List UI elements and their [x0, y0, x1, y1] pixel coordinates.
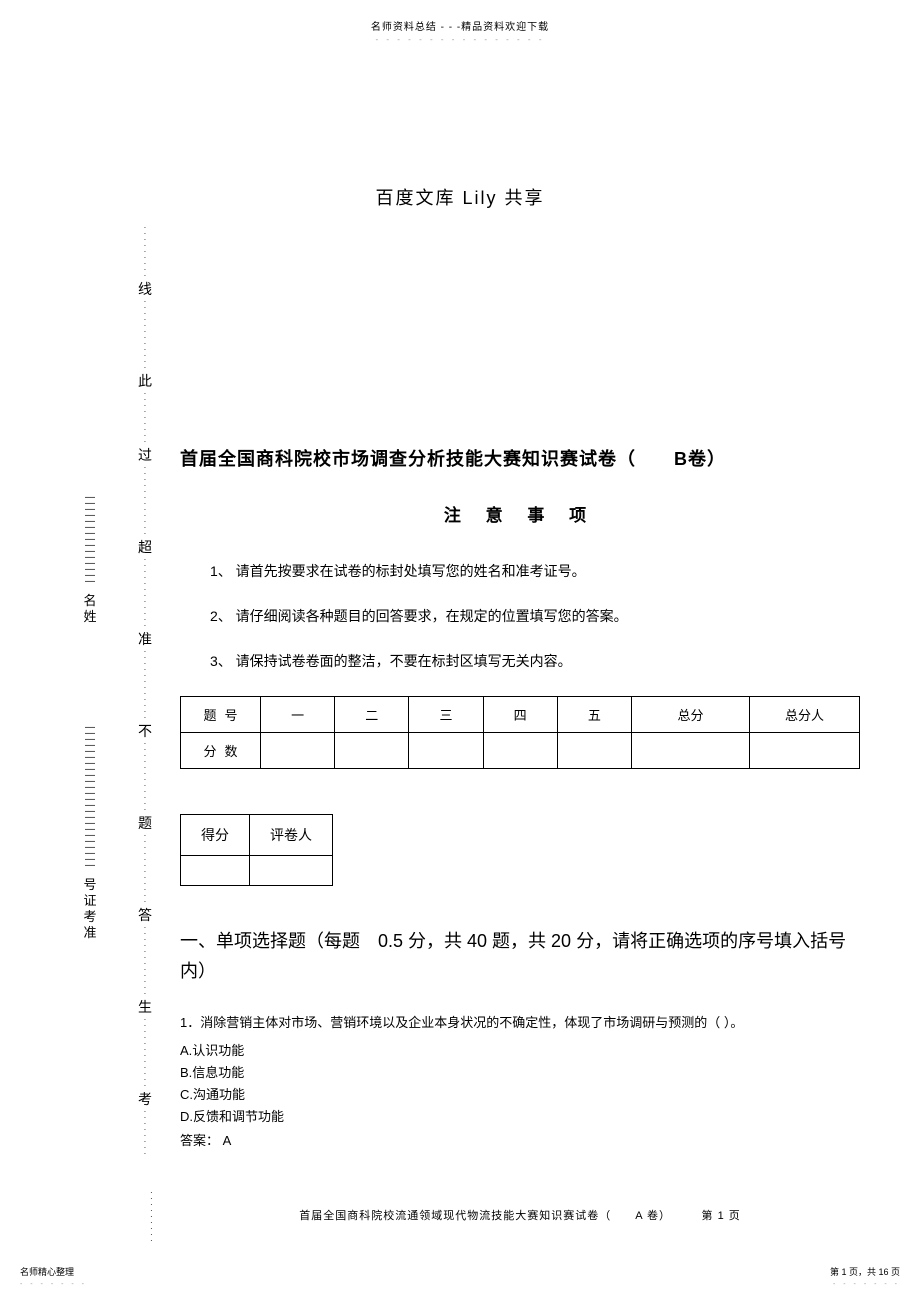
cell	[557, 733, 631, 769]
bottom-left-dots: - - - - - - -	[20, 1281, 87, 1288]
top-header-text: 名师资料总结 - - -精品资料欢迎下载	[0, 0, 920, 33]
cell: 总分人	[750, 697, 860, 733]
cell	[409, 733, 483, 769]
question-1-option-a: A.认识功能	[180, 1040, 860, 1062]
binding-char: 考	[130, 1089, 160, 1109]
binding-dots: ·········	[130, 391, 160, 445]
binding-dots: ············	[130, 741, 160, 813]
cell: 总分	[631, 697, 749, 733]
bottom-right-dots: - - - - - - -	[833, 1281, 900, 1288]
page-footer: 首届全国商科院校流通领域现代物流技能大赛知识赛试卷（ A 卷） 第 1 页	[180, 1207, 860, 1223]
id-label-group: ———————————————————————— 号证考准	[80, 725, 100, 941]
name-label: 名姓	[80, 593, 100, 625]
binding-char: 过	[130, 445, 160, 465]
question-1-answer: 答案： A	[180, 1130, 860, 1152]
grader-header-score: 得分	[181, 815, 250, 856]
cell	[750, 733, 860, 769]
score-table: 题号 一 二 三 四 五 总分 总分人 分数	[180, 696, 860, 769]
cell	[261, 733, 335, 769]
left-labels: ——————————————— 名姓 —————————————————————…	[80, 495, 100, 1041]
binding-dots: ············	[130, 925, 160, 997]
question-1-text: 1．消除营销主体对市场、营销环境以及企业本身状况的不确定性，体现了市场调研与预测…	[180, 1011, 860, 1035]
notice-item-2: 2、 请仔细阅读各种题目的回答要求，在规定的位置填写您的答案。	[180, 606, 860, 626]
cell: 五	[557, 697, 631, 733]
cell	[631, 733, 749, 769]
binding-dots: ············	[130, 833, 160, 905]
grader-header-person: 评卷人	[250, 815, 333, 856]
cell	[181, 856, 250, 886]
cell-label: 题号	[181, 697, 261, 733]
cell: 四	[483, 697, 557, 733]
binding-char: 答	[130, 905, 160, 925]
binding-dots: ·········	[130, 225, 160, 279]
binding-dots: ············	[130, 299, 160, 371]
table-row	[181, 856, 333, 886]
section-title: 一、单项选择题（每题 0.5 分，共 40 题，共 20 分，请将正确选项的序号…	[180, 926, 860, 986]
grader-table: 得分 评卷人	[180, 814, 333, 886]
top-header-dots: - - - - - - - - - - - - - - - -	[0, 35, 920, 44]
name-label-group: ——————————————— 名姓	[80, 495, 100, 625]
binding-char: 生	[130, 997, 160, 1017]
cell	[250, 856, 333, 886]
label-lines: ———————————————	[80, 495, 100, 585]
bottom-binding-dots: ·········	[150, 1190, 153, 1244]
binding-char: 线	[130, 279, 160, 299]
binding-dots: ············	[130, 649, 160, 721]
cell	[335, 733, 409, 769]
cell: 一	[261, 697, 335, 733]
binding-dots: ········	[130, 1109, 160, 1157]
cell-label: 分数	[181, 733, 261, 769]
notice-item-3: 3、 请保持试卷卷面的整洁，不要在标封区填写无关内容。	[180, 651, 860, 671]
cell	[483, 733, 557, 769]
main-title: 百度文库 Lily 共享	[0, 184, 920, 210]
binding-dots: ············	[130, 557, 160, 629]
notice-heading: 注 意 事 项	[180, 501, 860, 526]
cell: 三	[409, 697, 483, 733]
bottom-right-text: 第 1 页，共 16 页	[830, 1265, 900, 1278]
binding-dots: ············	[130, 465, 160, 537]
question-1-option-c: C.沟通功能	[180, 1084, 860, 1106]
binding-char: 不	[130, 721, 160, 741]
question-1-option-d: D.反馈和调节功能	[180, 1106, 860, 1128]
table-row: 得分 评卷人	[181, 815, 333, 856]
binding-char: 准	[130, 629, 160, 649]
table-row: 分数	[181, 733, 860, 769]
question-1-option-b: B.信息功能	[180, 1062, 860, 1084]
cell: 二	[335, 697, 409, 733]
content-area: 首届全国商科院校市场调查分析技能大赛知识赛试卷（ B卷） 注 意 事 项 1、 …	[180, 445, 860, 1223]
id-label: 号证考准	[80, 877, 100, 941]
binding-char: 超	[130, 537, 160, 557]
binding-char: 题	[130, 813, 160, 833]
exam-title: 首届全国商科院校市场调查分析技能大赛知识赛试卷（ B卷）	[180, 445, 860, 471]
label-lines: ————————————————————————	[80, 725, 100, 869]
binding-dots: ············	[130, 1017, 160, 1089]
table-row: 题号 一 二 三 四 五 总分 总分人	[181, 697, 860, 733]
bottom-left-text: 名师精心整理	[20, 1265, 74, 1278]
binding-char: 此	[130, 371, 160, 391]
binding-margin: ········· 线 ············ 此 ········· 过 ·…	[130, 225, 160, 1255]
notice-item-1: 1、 请首先按要求在试卷的标封处填写您的姓名和准考证号。	[180, 561, 860, 581]
